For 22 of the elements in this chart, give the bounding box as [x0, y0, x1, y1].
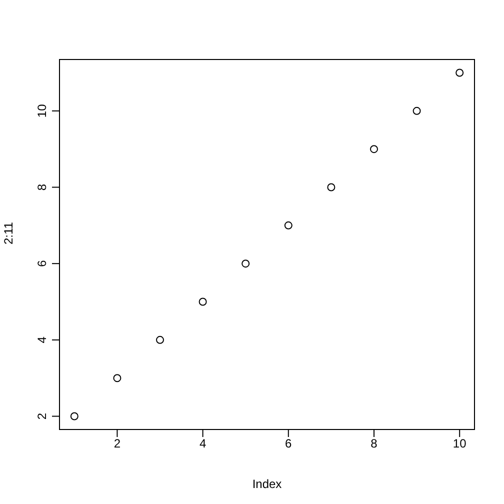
x-tick-label: 4 [199, 436, 206, 451]
point [113, 374, 122, 382]
point [70, 412, 78, 420]
point [242, 260, 250, 268]
point [156, 336, 164, 344]
y-tick-label: 2 [35, 412, 49, 420]
y-tick-label: 10 [35, 104, 49, 118]
y-axis-title: 2:11 [1, 222, 16, 244]
x-tick-label: 2 [114, 436, 121, 451]
y-tick-label: 6 [35, 260, 49, 267]
y-tick-label: 8 [35, 184, 49, 191]
x-tick-label: 8 [370, 436, 378, 451]
x-tick-label: 6 [285, 436, 292, 451]
point [198, 298, 207, 306]
y-tick-label: 4 [35, 336, 49, 344]
point [284, 221, 292, 230]
point [412, 106, 421, 115]
point [327, 183, 336, 192]
point [456, 68, 464, 77]
x-axis-title: Index [252, 477, 282, 491]
point [370, 145, 378, 154]
x-tick-label: 10 [452, 436, 467, 451]
